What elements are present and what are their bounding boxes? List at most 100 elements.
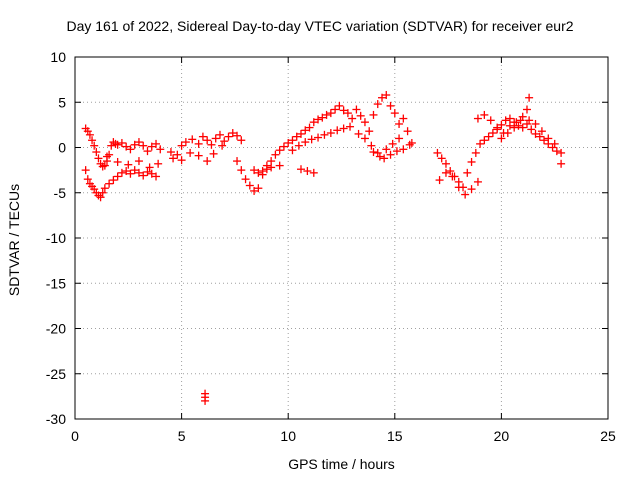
data-point bbox=[271, 150, 280, 159]
data-point bbox=[166, 148, 175, 157]
data-point bbox=[215, 130, 224, 139]
data-point bbox=[147, 169, 156, 178]
data-point bbox=[399, 145, 408, 154]
data-point bbox=[154, 159, 163, 168]
data-point bbox=[369, 110, 378, 119]
data-point bbox=[233, 157, 242, 166]
data-point bbox=[540, 136, 549, 145]
data-point bbox=[152, 172, 161, 181]
y-tick-label: -30 bbox=[46, 411, 66, 427]
data-point bbox=[360, 134, 369, 143]
data-point bbox=[113, 172, 122, 181]
data-point bbox=[433, 148, 442, 157]
data-point bbox=[296, 129, 305, 138]
data-point bbox=[201, 396, 210, 405]
data-point bbox=[88, 136, 97, 145]
y-tick-label: 0 bbox=[58, 140, 66, 156]
data-point bbox=[296, 165, 305, 174]
data-point bbox=[96, 193, 105, 202]
data-point bbox=[122, 142, 131, 151]
data-point bbox=[405, 140, 414, 149]
data-point bbox=[518, 112, 527, 121]
data-point bbox=[113, 140, 122, 149]
data-point bbox=[454, 183, 463, 192]
data-point bbox=[467, 185, 476, 194]
data-point bbox=[373, 148, 382, 157]
data-point bbox=[550, 139, 559, 148]
data-point bbox=[105, 179, 114, 188]
data-point bbox=[382, 145, 391, 154]
data-point bbox=[254, 184, 263, 193]
data-point bbox=[122, 167, 131, 176]
data-point bbox=[395, 134, 404, 143]
data-point bbox=[390, 109, 399, 118]
data-point bbox=[309, 168, 318, 177]
data-point bbox=[237, 166, 246, 175]
data-point bbox=[117, 168, 126, 177]
data-point bbox=[126, 169, 135, 178]
data-point bbox=[203, 157, 212, 166]
data-point bbox=[382, 91, 391, 100]
data-point bbox=[441, 159, 450, 168]
data-point bbox=[320, 130, 329, 139]
data-point bbox=[484, 132, 493, 141]
data-point bbox=[288, 146, 297, 155]
data-point bbox=[322, 110, 331, 119]
data-point bbox=[503, 129, 512, 138]
data-point bbox=[218, 141, 227, 150]
data-point bbox=[531, 119, 540, 128]
data-point bbox=[254, 168, 263, 177]
data-point bbox=[100, 161, 109, 170]
data-point bbox=[480, 136, 489, 145]
y-tick-label: -5 bbox=[54, 185, 67, 201]
data-point bbox=[548, 143, 557, 152]
data-point bbox=[318, 113, 327, 122]
data-point bbox=[303, 167, 312, 176]
data-point bbox=[177, 156, 186, 165]
y-axis-label: SDTVAR / TECUs bbox=[6, 183, 22, 297]
data-point bbox=[241, 175, 250, 184]
data-point bbox=[403, 127, 412, 136]
x-tick-label: 10 bbox=[280, 428, 296, 444]
data-point bbox=[343, 109, 352, 118]
data-point bbox=[105, 150, 114, 159]
data-point bbox=[181, 138, 190, 147]
data-point bbox=[258, 167, 267, 176]
y-tick-label: -20 bbox=[46, 321, 66, 337]
x-tick-label: 5 bbox=[178, 428, 186, 444]
data-point bbox=[348, 114, 357, 123]
data-point bbox=[186, 148, 195, 157]
data-point bbox=[522, 119, 531, 128]
data-point bbox=[292, 132, 301, 141]
data-point bbox=[314, 133, 323, 142]
data-point bbox=[134, 157, 143, 166]
data-point bbox=[486, 116, 495, 125]
data-point bbox=[473, 114, 482, 123]
data-point bbox=[124, 160, 133, 169]
data-point bbox=[102, 152, 111, 161]
data-point bbox=[134, 138, 143, 147]
data-point bbox=[177, 141, 186, 150]
data-point bbox=[194, 151, 203, 160]
data-point bbox=[81, 166, 90, 175]
data-point bbox=[557, 148, 566, 157]
y-tick-label: -25 bbox=[46, 366, 66, 382]
data-point bbox=[117, 138, 126, 147]
data-point bbox=[139, 171, 148, 180]
data-point bbox=[314, 115, 323, 124]
data-point bbox=[407, 138, 416, 147]
data-point bbox=[461, 190, 470, 199]
data-point bbox=[525, 116, 534, 125]
data-point bbox=[245, 181, 254, 190]
data-point bbox=[267, 163, 276, 172]
data-point bbox=[92, 148, 101, 157]
data-point bbox=[111, 139, 120, 148]
data-point bbox=[544, 134, 553, 143]
data-point bbox=[392, 147, 401, 156]
data-point bbox=[525, 93, 534, 102]
data-point bbox=[346, 122, 355, 131]
data-point bbox=[130, 140, 139, 149]
data-point bbox=[143, 167, 152, 176]
data-point bbox=[152, 139, 161, 148]
